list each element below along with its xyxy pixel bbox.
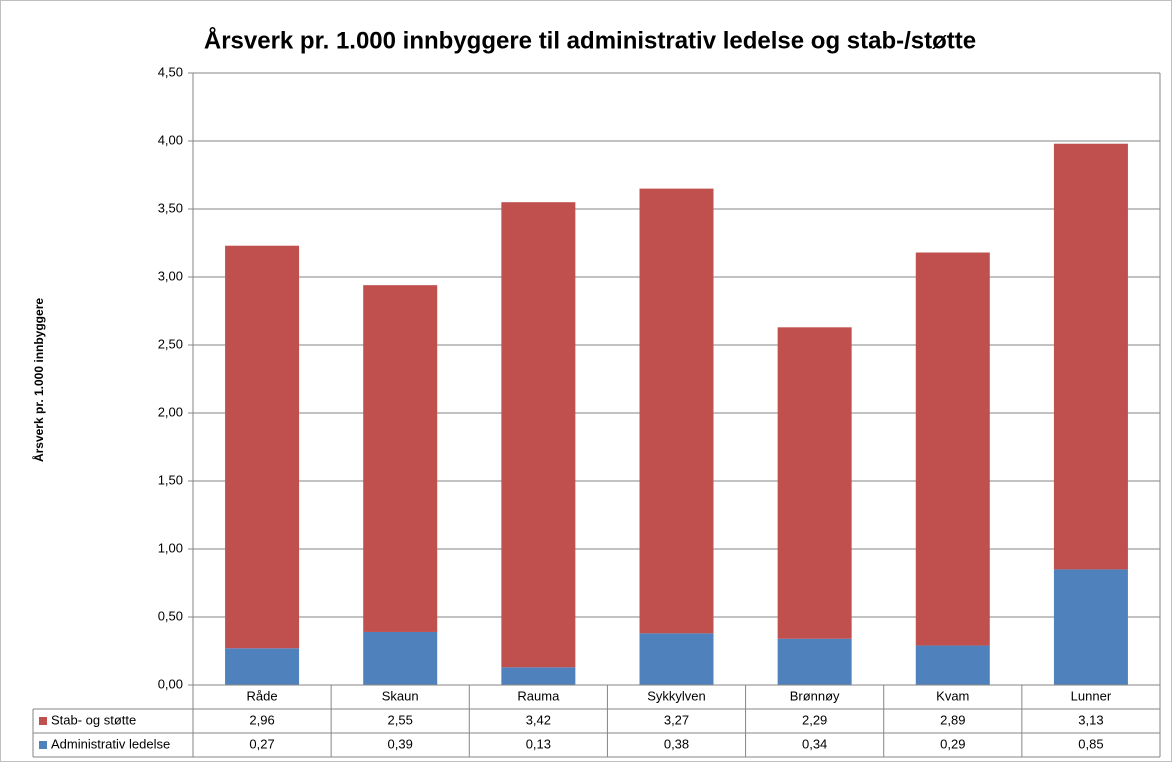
y-tick-label: 4,50 [158, 64, 183, 79]
chart-title: Årsverk pr. 1.000 innbyggere til adminis… [204, 26, 976, 54]
y-tick-label: 4,00 [158, 132, 183, 147]
table-value: 0,38 [664, 736, 689, 751]
x-tick-label: Rauma [517, 688, 560, 703]
legend-swatch [39, 741, 47, 749]
bar-segment [639, 633, 714, 685]
y-tick-label: 2,50 [158, 336, 183, 351]
bar-segment [639, 188, 714, 634]
table-value: 0,85 [1078, 736, 1103, 751]
x-tick-label: Kvam [936, 688, 969, 703]
y-axis-title: Årsverk pr. 1.000 innbyggere [31, 298, 46, 462]
y-tick-label: 0,00 [158, 676, 183, 691]
table-value: 2,55 [388, 712, 413, 727]
table-value: 0,29 [940, 736, 965, 751]
x-tick-label: Råde [247, 688, 278, 703]
y-tick-label: 1,50 [158, 472, 183, 487]
bar-segment [1053, 569, 1128, 685]
table-value: 3,42 [526, 712, 551, 727]
y-tick-label: 0,50 [158, 608, 183, 623]
bar-segment [915, 645, 990, 685]
legend-label: Stab- og støtte [51, 712, 136, 727]
table-value: 3,13 [1078, 712, 1103, 727]
table-value: 2,29 [802, 712, 827, 727]
bar-segment [225, 245, 300, 649]
x-tick-label: Brønnøy [790, 688, 840, 703]
bar-segment [777, 327, 852, 639]
table-value: 0,34 [802, 736, 827, 751]
bar-segment [915, 252, 990, 646]
legend-swatch [39, 717, 47, 725]
legend-label: Administrativ ledelse [51, 736, 170, 751]
table-value: 0,13 [526, 736, 551, 751]
bar-segment [501, 202, 576, 668]
y-tick-label: 2,00 [158, 404, 183, 419]
table-value: 2,89 [940, 712, 965, 727]
bar-segment [777, 638, 852, 685]
x-tick-label: Lunner [1071, 688, 1112, 703]
table-value: 2,96 [249, 712, 274, 727]
bar-segment [501, 667, 576, 685]
table-value: 0,39 [388, 736, 413, 751]
bar-segment [363, 631, 438, 685]
y-tick-label: 1,00 [158, 540, 183, 555]
y-tick-label: 3,00 [158, 268, 183, 283]
bar-segment [363, 285, 438, 632]
table-value: 0,27 [249, 736, 274, 751]
bar-segment [225, 648, 300, 685]
x-tick-label: Sykkylven [647, 688, 706, 703]
x-tick-label: Skaun [382, 688, 419, 703]
table-value: 3,27 [664, 712, 689, 727]
y-tick-label: 3,50 [158, 200, 183, 215]
bar-segment [1053, 143, 1128, 570]
